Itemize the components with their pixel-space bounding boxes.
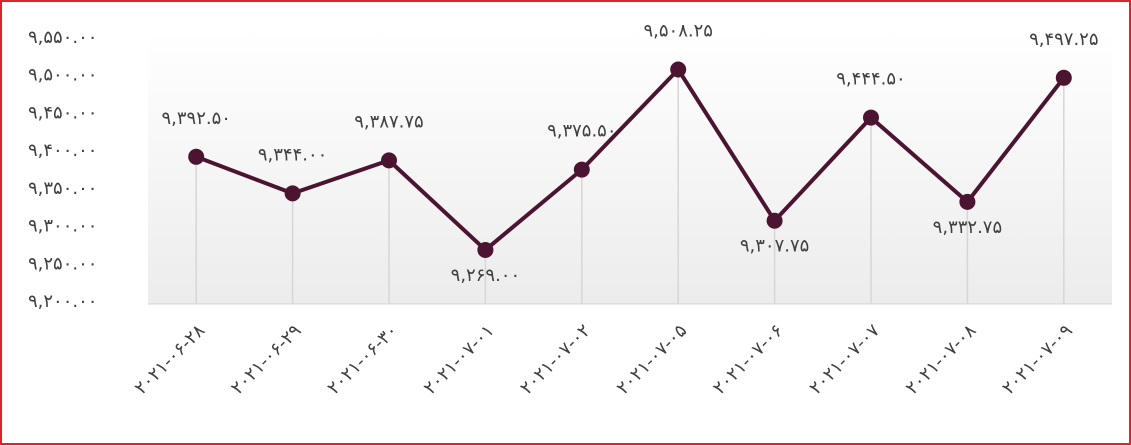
point [477,241,494,258]
x-tick-label: ۲۰۲۱-۰۶-۲۹ [227,320,306,399]
point [188,148,205,165]
x-tick-label: ۲۰۲۱-۰۷-۰۵ [613,320,692,399]
point [863,109,879,126]
y-tick-label: ۹,۳۵۰.۰۰ [28,178,97,199]
x-tick-label: ۲۰۲۱-۰۷-۰۲ [516,320,595,399]
data-label: ۹,۴۴۴.۵۰ [836,69,905,90]
point [959,193,976,210]
point [381,152,397,169]
data-label: ۹,۵۰۸.۲۵ [643,20,712,41]
x-tick-label: ۲۰۲۱-۰۶-۳۰ [323,320,402,399]
data-label: ۹,۲۶۹.۰۰ [451,265,520,286]
point [573,161,590,178]
x-tick-label: ۲۰۲۱-۰۷-۰۱ [420,320,499,399]
data-label: ۹,۳۹۲.۵۰ [161,108,230,129]
data-label: ۹,۳۸۷.۷۵ [354,111,423,132]
x-tick-label: ۲۰۲۱-۰۷-۰۷ [805,320,884,399]
data-label: ۹,۳۳۲.۷۵ [933,217,1002,238]
y-tick-label: ۹,۲۵۰.۰۰ [28,253,97,274]
series-line [195,67,1066,252]
x-tick-label: ۲۰۲۱-۰۷-۰۸ [902,320,981,399]
y-tick-label: ۹,۵۰۰.۰۰ [28,65,97,86]
y-tick-label: ۹,۵۵۰.۰۰ [28,27,97,48]
data-label: ۹,۳۷۵.۵۰ [547,121,616,142]
plot-area [148,30,1112,304]
y-tick-label: ۹,۴۵۰.۰۰ [28,102,97,123]
y-tick-label: ۹,۴۰۰.۰۰ [28,140,97,161]
point [670,61,687,78]
y-tick-label: ۹,۲۰۰.۰۰ [28,291,97,312]
point [284,185,301,202]
x-tick-label: ۲۰۲۱-۰۷-۰۹ [998,320,1077,399]
data-label: ۹,۴۹۷.۲۵ [1029,29,1098,50]
data-label: ۹,۳۴۴.۰۰ [258,144,327,165]
x-tick-label: ۲۰۲۱-۰۶-۲۸ [131,320,210,399]
x-tick-label: ۲۰۲۱-۰۷-۰۶ [709,320,788,399]
y-tick-label: ۹,۳۰۰.۰۰ [28,216,97,237]
point [1055,69,1072,86]
data-label: ۹,۳۰۷.۷۵ [740,236,809,257]
point [766,212,783,229]
